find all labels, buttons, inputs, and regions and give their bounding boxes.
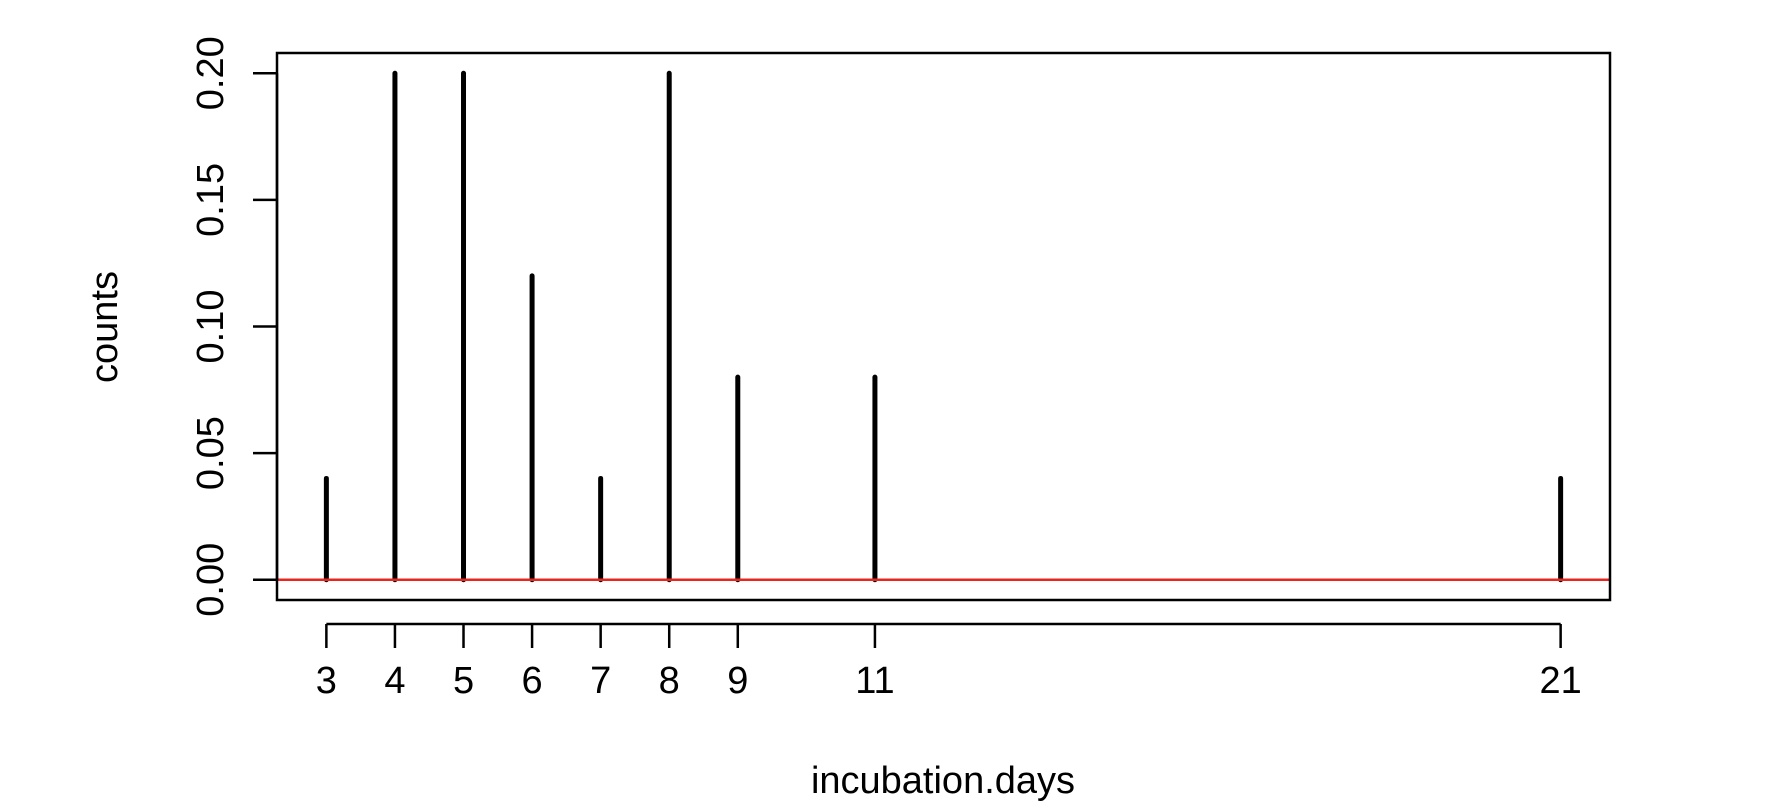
y-axis-title: counts — [84, 271, 126, 383]
chart-marks — [277, 70, 1610, 583]
y-tick-label: 0.15 — [190, 163, 232, 237]
x-tick-label: 7 — [590, 660, 611, 702]
x-axis-title: incubation.days — [811, 760, 1075, 802]
x-tick-label: 5 — [453, 660, 474, 702]
y-tick-label: 0.00 — [190, 543, 232, 617]
y-tick-label: 0.10 — [190, 290, 232, 364]
x-tick-label: 4 — [384, 660, 405, 702]
y-tick-label: 0.05 — [190, 416, 232, 490]
x-axis: 3 4 5 6 7 8 9 11 21 — [316, 622, 1582, 702]
x-tick-label: 6 — [522, 660, 543, 702]
x-tick-label: 21 — [1539, 660, 1581, 702]
y-tick-label: 0.20 — [190, 36, 232, 110]
x-tick-label: 9 — [727, 660, 748, 702]
plot-frame — [275, 51, 1612, 602]
x-tick-label: 8 — [659, 660, 680, 702]
y-axis: 0.00 0.05 0.10 0.15 0.20 — [190, 36, 279, 617]
x-tick-label: 3 — [316, 660, 337, 702]
x-tick-label: 11 — [855, 660, 894, 702]
